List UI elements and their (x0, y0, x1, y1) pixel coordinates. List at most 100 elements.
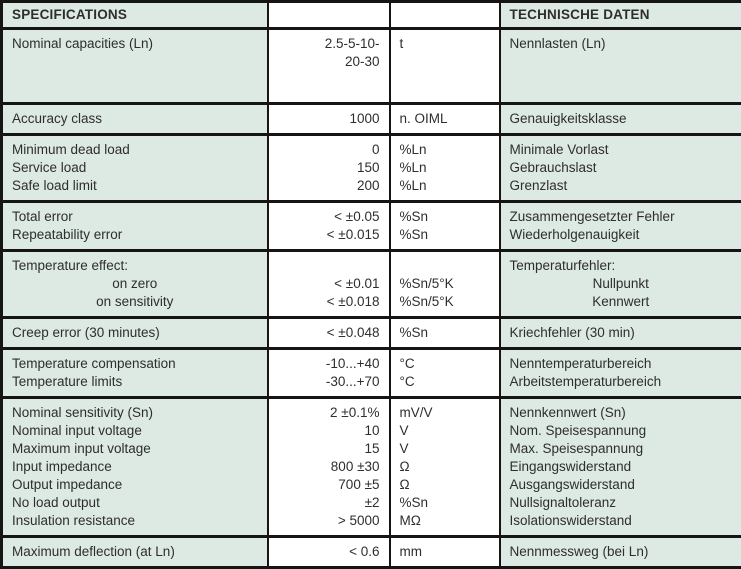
table-row: Repeatability error < ±0.015 %Sn Wiederh… (2, 226, 741, 251)
spec-value: 0 (268, 135, 390, 160)
spec-unit: Ω (390, 458, 500, 476)
spec-unit: Ω (390, 476, 500, 494)
spec-label-de: Max. Speisespannung (500, 440, 741, 458)
header-value-column (268, 2, 390, 29)
spec-label-en: Insulation resistance (2, 512, 268, 537)
group-deflection: Maximum deflection (at Ln) < 0.6 mm Nenn… (2, 537, 741, 568)
table-row: Nominal sensitivity (Sn) 2 ±0.1% mV/V Ne… (2, 398, 741, 423)
spec-value: < ±0.01 (268, 275, 390, 293)
spec-value (268, 251, 390, 276)
table-row: Creep error (30 minutes) < ±0.048 %Sn Kr… (2, 318, 741, 349)
table-row: Input impedance 800 ±30 Ω Eingangswiders… (2, 458, 741, 476)
spec-label-de: Isolationswiderstand (500, 512, 741, 537)
spec-value: 2.5-5-10- 20-30 (268, 29, 390, 104)
table-row: on zero < ±0.01 %Sn/5°K Nullpunkt (2, 275, 741, 293)
spec-label-de: Genauigkeitsklasse (500, 104, 741, 135)
spec-label-de: Temperaturfehler: (500, 251, 741, 276)
spec-label-en: Temperature limits (2, 373, 268, 398)
spec-value: < 0.6 (268, 537, 390, 568)
spec-label-en: Output impedance (2, 476, 268, 494)
spec-label-en: Nominal capacities (Ln) (2, 29, 268, 104)
spec-unit: mV/V (390, 398, 500, 423)
spec-unit: °C (390, 349, 500, 374)
spec-unit: °C (390, 373, 500, 398)
spec-label-de: Grenzlast (500, 177, 741, 202)
table-row: Maximum deflection (at Ln) < 0.6 mm Nenn… (2, 537, 741, 568)
spec-unit: n. OIML (390, 104, 500, 135)
table-row: Temperature limits -30...+70 °C Arbeitst… (2, 373, 741, 398)
table-row: Accuracy class 1000 n. OIML Genauigkeits… (2, 104, 741, 135)
spec-value: 15 (268, 440, 390, 458)
spec-value: < ±0.048 (268, 318, 390, 349)
table-row: on sensitivity < ±0.018 %Sn/5°K Kennwert (2, 293, 741, 318)
spec-value: < ±0.05 (268, 202, 390, 227)
group-temperature-effect: Temperature effect: Temperaturfehler: on… (2, 251, 741, 318)
table-row: No load output ±2 %Sn Nullsignaltoleranz (2, 494, 741, 512)
header-row: SPECIFICATIONS TECHNISCHE DATEN (2, 2, 741, 29)
spec-label-en: Creep error (30 minutes) (2, 318, 268, 349)
spec-label-de: Nennlasten (Ln) (500, 29, 741, 104)
spec-label-en: Maximum input voltage (2, 440, 268, 458)
spec-unit: MΩ (390, 512, 500, 537)
header-unit-column (390, 2, 500, 29)
spec-unit: %Ln (390, 177, 500, 202)
spec-value: -30...+70 (268, 373, 390, 398)
spec-unit: t (390, 29, 500, 104)
spec-label-de: Nullpunkt (500, 275, 741, 293)
group-temperature-range: Temperature compensation -10...+40 °C Ne… (2, 349, 741, 398)
group-errors: Total error < ±0.05 %Sn Zusammengesetzte… (2, 202, 741, 251)
table-row: Output impedance 700 ±5 Ω Ausgangswiders… (2, 476, 741, 494)
table-row: Temperature compensation -10...+40 °C Ne… (2, 349, 741, 374)
table-row: Insulation resistance > 5000 MΩ Isolatio… (2, 512, 741, 537)
table-row: Total error < ±0.05 %Sn Zusammengesetzte… (2, 202, 741, 227)
spec-label-de: Kennwert (500, 293, 741, 318)
spec-value: ±2 (268, 494, 390, 512)
spec-label-de: Nennmessweg (bei Ln) (500, 537, 741, 568)
spec-label-de: Arbeitstemperaturbereich (500, 373, 741, 398)
spec-unit: %Sn/5°K (390, 275, 500, 293)
spec-unit: %Sn (390, 226, 500, 251)
table-row: Temperature effect: Temperaturfehler: (2, 251, 741, 276)
group-accuracy-class: Accuracy class 1000 n. OIML Genauigkeits… (2, 104, 741, 135)
group-creep-error: Creep error (30 minutes) < ±0.048 %Sn Kr… (2, 318, 741, 349)
spec-value: 200 (268, 177, 390, 202)
table-header: SPECIFICATIONS TECHNISCHE DATEN (2, 2, 741, 29)
table-row: Nominal input voltage 10 V Nom. Speisesp… (2, 422, 741, 440)
spec-label-en: Minimum dead load (2, 135, 268, 160)
table-row: Minimum dead load 0 %Ln Minimale Vorlast (2, 135, 741, 160)
header-specifications: SPECIFICATIONS (2, 2, 268, 29)
spec-value: > 5000 (268, 512, 390, 537)
spec-label-de: Nom. Speisespannung (500, 422, 741, 440)
spec-label-en: Nominal input voltage (2, 422, 268, 440)
group-nominal-capacities: Nominal capacities (Ln) 2.5-5-10- 20-30 … (2, 29, 741, 104)
spec-unit: %Ln (390, 135, 500, 160)
table-row: Nominal capacities (Ln) 2.5-5-10- 20-30 … (2, 29, 741, 104)
spec-label-de: Wiederholgenauigkeit (500, 226, 741, 251)
spec-value: 10 (268, 422, 390, 440)
spec-label-en: No load output (2, 494, 268, 512)
spec-label-en: Input impedance (2, 458, 268, 476)
spec-unit: %Sn (390, 202, 500, 227)
spec-label-en: Temperature compensation (2, 349, 268, 374)
spec-label-en: Repeatability error (2, 226, 268, 251)
spec-label-en: Service load (2, 159, 268, 177)
spec-label-en: Accuracy class (2, 104, 268, 135)
spec-label-en: Safe load limit (2, 177, 268, 202)
spec-value: < ±0.015 (268, 226, 390, 251)
spec-unit (390, 251, 500, 276)
spec-value: < ±0.018 (268, 293, 390, 318)
header-technische-daten: TECHNISCHE DATEN (500, 2, 741, 29)
spec-label-de: Gebrauchslast (500, 159, 741, 177)
spec-unit: %Ln (390, 159, 500, 177)
spec-label-de: Eingangswiderstand (500, 458, 741, 476)
spec-label-de: Zusammengesetzter Fehler (500, 202, 741, 227)
spec-label-de: Minimale Vorlast (500, 135, 741, 160)
spec-value: 150 (268, 159, 390, 177)
group-loads: Minimum dead load 0 %Ln Minimale Vorlast… (2, 135, 741, 202)
table-row: Maximum input voltage 15 V Max. Speisesp… (2, 440, 741, 458)
spec-unit: %Sn (390, 494, 500, 512)
spec-label-en: Temperature effect: (2, 251, 268, 276)
spec-unit: V (390, 422, 500, 440)
spec-label-de: Ausgangswiderstand (500, 476, 741, 494)
spec-label-en: on zero (2, 275, 268, 293)
